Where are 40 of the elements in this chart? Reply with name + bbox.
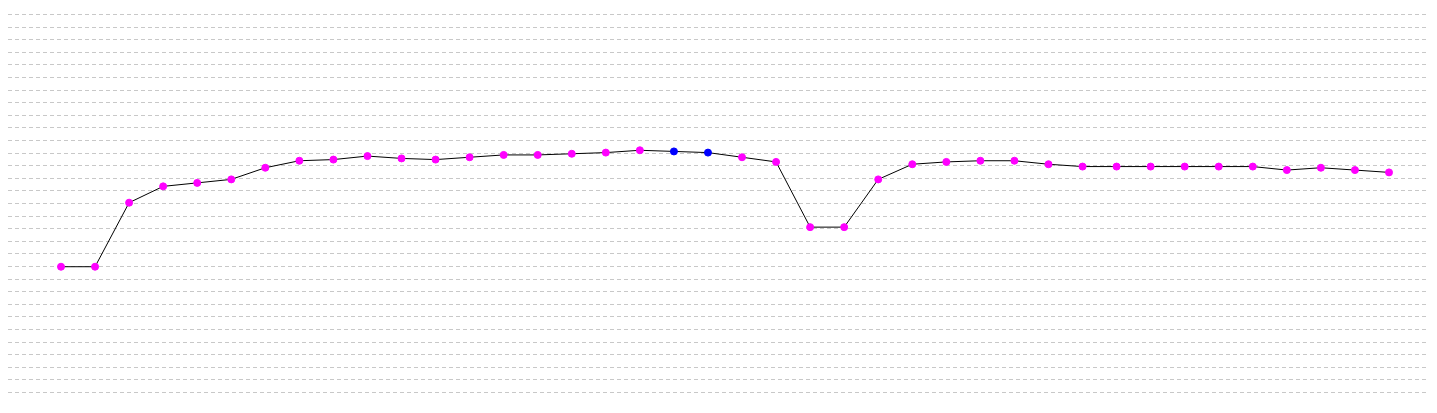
point [942, 157, 951, 166]
point [1146, 162, 1155, 171]
point [1078, 162, 1087, 171]
point [567, 149, 576, 158]
point [806, 223, 815, 232]
point [227, 175, 236, 184]
point [533, 150, 542, 159]
point [1044, 160, 1053, 169]
point [1350, 166, 1359, 175]
point [1385, 168, 1393, 177]
point [840, 223, 849, 232]
point [1316, 163, 1325, 172]
point [329, 155, 338, 164]
point [1112, 162, 1121, 171]
point [1248, 162, 1257, 171]
point [976, 156, 985, 165]
point [1282, 166, 1291, 175]
point [1010, 156, 1019, 165]
point [363, 152, 372, 161]
point [193, 178, 202, 187]
point [1214, 162, 1223, 171]
point [57, 262, 65, 271]
point [125, 198, 134, 207]
point [261, 163, 270, 172]
point [1180, 162, 1189, 171]
point [635, 146, 644, 155]
point [738, 153, 747, 162]
point [431, 155, 440, 164]
point [91, 262, 100, 271]
point [295, 156, 304, 165]
point [397, 154, 406, 163]
point [499, 150, 508, 159]
point [159, 182, 168, 191]
point [669, 147, 678, 156]
point [601, 148, 610, 157]
point [874, 175, 883, 184]
point [908, 160, 917, 169]
point [772, 157, 781, 166]
point [703, 148, 712, 157]
point [465, 153, 474, 162]
